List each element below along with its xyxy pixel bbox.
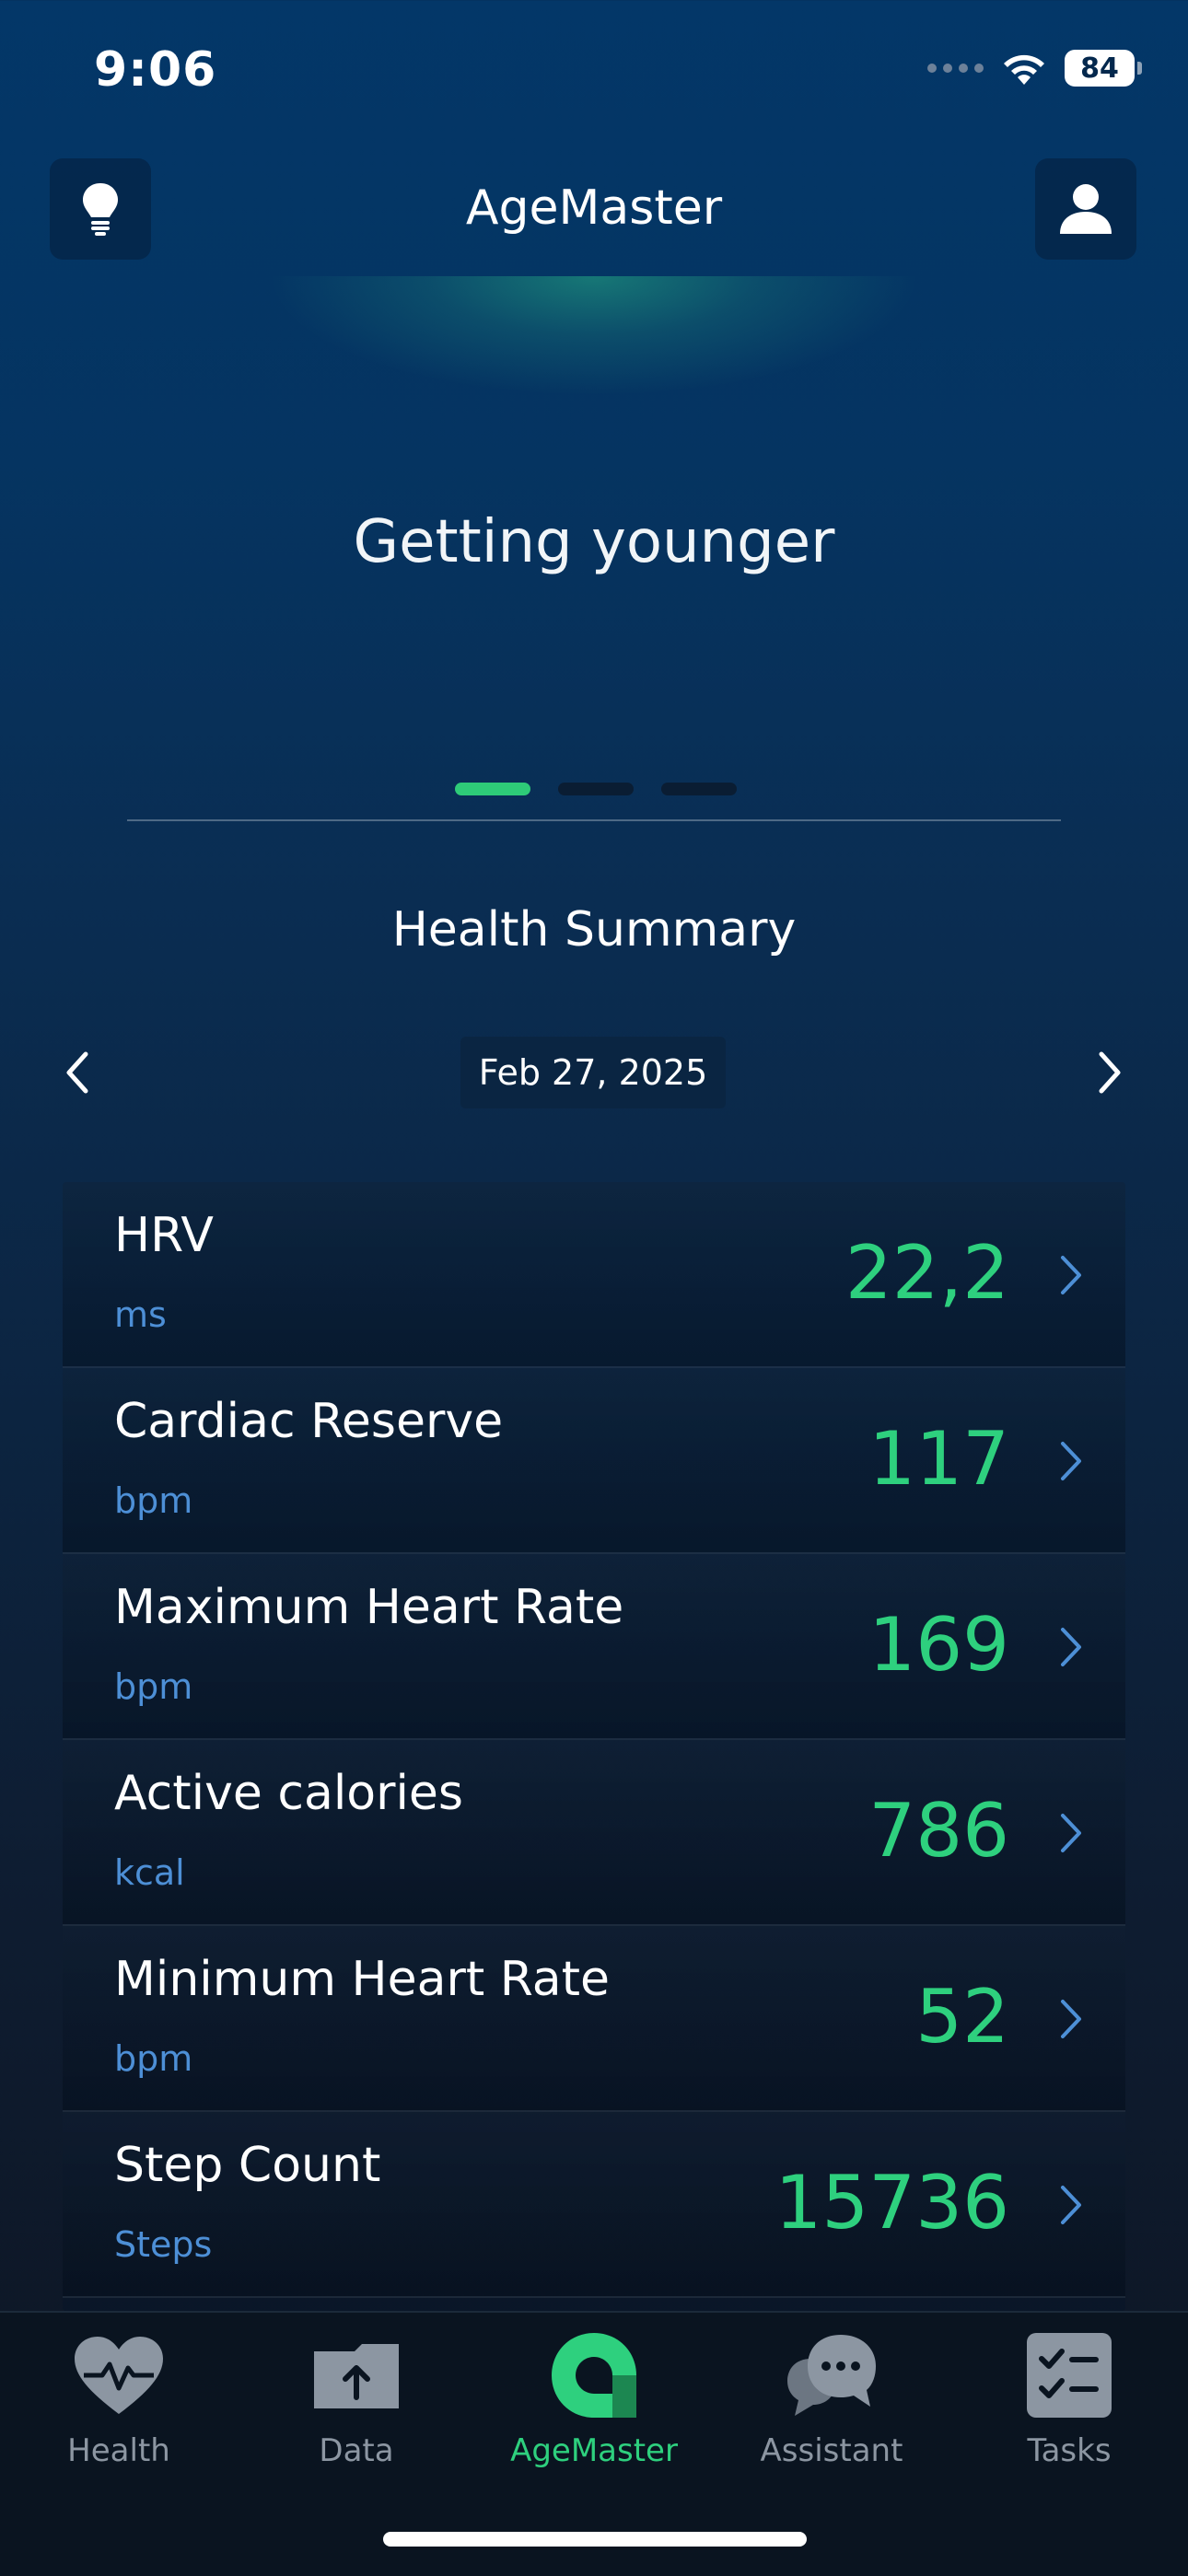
status-icons: 84	[927, 50, 1142, 87]
metric-value: 15736	[775, 2160, 1010, 2245]
metric-row-cardiac-reserve[interactable]: Cardiac Reserve bpm 117	[63, 1368, 1125, 1554]
metric-name: Cardiac Reserve	[114, 1394, 504, 1449]
tab-label: AgeMaster	[510, 2432, 678, 2469]
agemaster-logo-icon	[543, 2329, 645, 2421]
chevron-right-icon	[1061, 1256, 1081, 1294]
metric-name: Minimum Heart Rate	[114, 1952, 611, 2007]
tab-label: Health	[67, 2432, 170, 2469]
tips-button[interactable]	[50, 158, 151, 260]
status-bar: 9:06 84	[0, 0, 1188, 147]
metric-unit: bpm	[114, 1666, 193, 1707]
chat-bubbles-icon	[781, 2329, 882, 2421]
metric-unit: bpm	[114, 1480, 193, 1521]
metric-unit: ms	[114, 1294, 167, 1335]
chevron-right-icon	[1061, 1814, 1081, 1852]
metric-row-maximum-heart-rate[interactable]: Maximum Heart Rate bpm 169	[63, 1554, 1125, 1740]
chevron-left-icon	[66, 1051, 88, 1094]
chevron-right-icon	[1061, 1442, 1081, 1480]
metric-row-active-calories[interactable]: Active calories kcal 786	[63, 1740, 1125, 1926]
chevron-right-icon	[1061, 2186, 1081, 2224]
health-metrics-list: HRV ms 22,2 Cardiac Reserve bpm 117 Maxi…	[63, 1182, 1125, 2311]
status-time: 9:06	[94, 42, 217, 98]
app-title: AgeMaster	[465, 180, 723, 236]
checklist-icon	[1019, 2329, 1120, 2421]
tab-label: Assistant	[760, 2432, 903, 2469]
tab-tasks[interactable]: Tasks	[950, 2329, 1188, 2477]
home-indicator[interactable]	[383, 2532, 807, 2547]
tab-label: Data	[319, 2432, 394, 2469]
metric-value: 52	[915, 1974, 1009, 2060]
profile-icon	[1060, 184, 1112, 234]
tab-assistant[interactable]: Assistant	[713, 2329, 950, 2477]
upload-folder-icon	[306, 2329, 407, 2421]
metric-value: 22,2	[844, 1230, 1009, 1316]
tab-agemaster[interactable]: AgeMaster	[475, 2329, 713, 2477]
metric-row-minimum-heart-rate[interactable]: Minimum Heart Rate bpm 52	[63, 1926, 1125, 2112]
metric-unit: kcal	[114, 1852, 185, 1893]
cellular-signal-icon	[927, 64, 984, 73]
heart-pulse-icon	[68, 2329, 169, 2421]
metric-name: Step Count	[114, 2138, 381, 2193]
metric-row-hrv[interactable]: HRV ms 22,2	[63, 1182, 1125, 1368]
tab-health[interactable]: Health	[0, 2329, 238, 2477]
metric-name: HRV	[114, 1208, 214, 1263]
tab-data[interactable]: Data	[238, 2329, 475, 2477]
hero-status-text: Getting younger	[353, 508, 835, 576]
profile-button[interactable]	[1035, 158, 1136, 260]
chevron-right-icon	[1061, 2000, 1081, 2038]
wifi-icon	[1004, 54, 1044, 85]
page-dot-2[interactable]	[558, 783, 634, 795]
metric-value: 169	[868, 1602, 1009, 1688]
lightbulb-icon	[83, 183, 118, 236]
age-visual-glow	[267, 276, 921, 396]
metric-name: Maximum Heart Rate	[114, 1580, 624, 1635]
metric-name: Active calories	[114, 1766, 464, 1821]
page-dot-3[interactable]	[661, 783, 737, 795]
metric-unit: Steps	[114, 2224, 213, 2265]
page-indicator[interactable]	[455, 783, 737, 795]
date-selector[interactable]: Feb 27, 2025	[460, 1037, 726, 1108]
previous-date-button[interactable]	[50, 1040, 105, 1105]
next-date-button[interactable]	[1082, 1040, 1137, 1105]
chevron-right-icon	[1099, 1051, 1121, 1094]
metric-value: 117	[868, 1416, 1009, 1502]
metric-unit: bpm	[114, 2038, 193, 2079]
metric-row-step-count[interactable]: Step Count Steps 15736	[63, 2112, 1125, 2298]
divider	[127, 819, 1061, 821]
metric-value: 786	[868, 1788, 1009, 1874]
chevron-right-icon	[1061, 1628, 1081, 1666]
page-dot-1[interactable]	[455, 783, 530, 795]
tab-label: Tasks	[1027, 2432, 1112, 2469]
battery-icon: 84	[1065, 50, 1142, 87]
section-title: Health Summary	[391, 902, 797, 957]
